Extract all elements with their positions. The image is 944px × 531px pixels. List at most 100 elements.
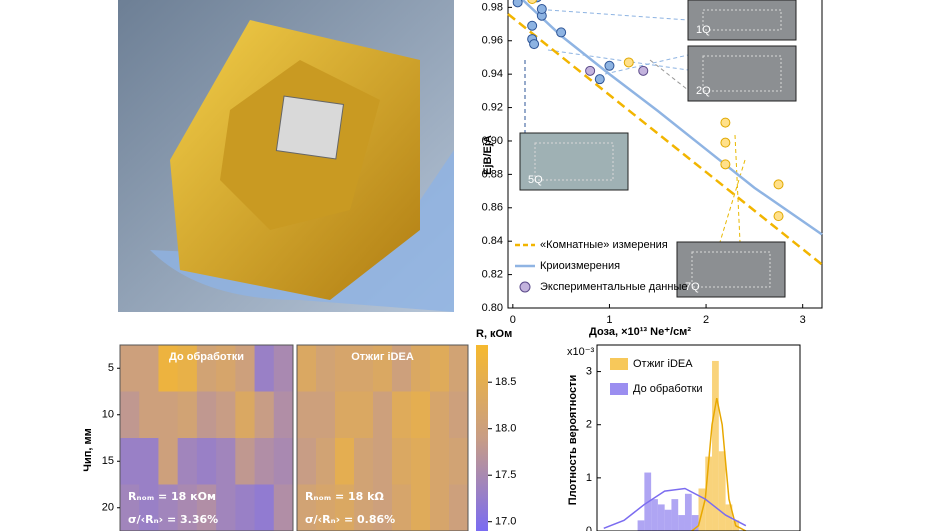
heatmap-cell xyxy=(411,391,431,439)
connector xyxy=(604,54,689,75)
y-tick-label: 0.96 xyxy=(482,35,503,47)
x-tick-label: 2 xyxy=(703,314,709,326)
connector xyxy=(547,9,689,21)
y-tick-label: 0.80 xyxy=(482,302,503,314)
y-tick-label: 2 xyxy=(586,419,592,431)
data-point xyxy=(585,65,596,76)
y-tick-label: 15 xyxy=(102,455,114,467)
heatmap-cell xyxy=(254,345,275,392)
heatmap-cell xyxy=(373,345,393,392)
heatmap-cell xyxy=(120,484,140,531)
heatmap-cell xyxy=(120,345,140,392)
connector xyxy=(734,134,741,243)
heatmap-cell xyxy=(392,484,412,531)
legend-swatch xyxy=(610,358,628,370)
histogram-bar xyxy=(705,456,713,531)
x-axis-label: Доза, ×10¹³ Ne⁺/см² xyxy=(589,326,691,338)
data-point xyxy=(623,57,634,68)
heatmap-cell xyxy=(158,438,179,485)
heatmap-cell xyxy=(449,484,469,531)
heatmap-cell xyxy=(297,391,317,439)
plot-frame xyxy=(507,0,823,309)
inset-label: 1Q xyxy=(696,24,711,36)
heatmap-cell xyxy=(373,391,393,439)
x-tick-label: 0 xyxy=(510,314,516,326)
heatmap-cell xyxy=(216,438,236,485)
data-point xyxy=(594,74,605,85)
histogram-bar xyxy=(637,520,645,531)
heatmap-cell xyxy=(235,484,256,531)
histogram-bar xyxy=(684,493,692,531)
heatmap-cell xyxy=(196,438,217,485)
data-point xyxy=(638,65,649,76)
colorbar-tick-label: 18.0 xyxy=(495,423,516,435)
heatmap-cell xyxy=(196,345,217,392)
y-axis-label: Плотность вероятности xyxy=(567,375,579,505)
heatmap-cell xyxy=(235,438,256,485)
inset-label: 7Q xyxy=(685,281,700,293)
histogram-bar xyxy=(712,360,719,531)
annotation: Rₙₒₘ = 18 kΩ xyxy=(305,490,384,503)
photo xyxy=(118,0,454,312)
heatmap-cell xyxy=(120,391,140,439)
data-point xyxy=(773,211,784,222)
heatmap-cell xyxy=(196,391,217,439)
annotation: Rₙₒₘ = 18 кОм xyxy=(128,490,216,503)
y-tick-label: 5 xyxy=(108,362,114,374)
heatmap-cell xyxy=(273,345,294,392)
inset-circuit xyxy=(691,251,771,288)
y-tick-label: 0 xyxy=(586,525,592,531)
inset-circuit xyxy=(702,9,782,31)
colorbar-tick-label: 17.0 xyxy=(495,516,516,528)
legend-label: Отжиг iDEA xyxy=(633,358,693,370)
data-point xyxy=(720,159,731,170)
y-tick-label: 0.84 xyxy=(482,235,503,247)
y-tick-label: 0.88 xyxy=(482,168,503,180)
data-point xyxy=(527,0,538,4)
data-point xyxy=(512,0,523,8)
annotation: σ/‹Rₙ› = 3.36% xyxy=(128,513,218,526)
legend-label: До обработки xyxy=(633,383,703,395)
legend-label: Криоизмерения xyxy=(540,260,620,272)
x-tick-label: 1 xyxy=(606,314,612,326)
heatmap-cell xyxy=(316,484,336,531)
heatmap-cell xyxy=(411,484,431,531)
colorbar-tick-label: 17.5 xyxy=(495,469,516,481)
heatmap-cell xyxy=(354,438,374,485)
panel-frame xyxy=(296,344,469,531)
annotation: σ/‹Rₙ› = 0.86% xyxy=(305,513,395,526)
heatmap-cell xyxy=(430,438,450,485)
heatmap-cell xyxy=(392,345,412,392)
y-axis-label: EjB/EjA xyxy=(482,135,494,175)
heatmap-cell xyxy=(254,484,275,531)
legend-swatch xyxy=(610,383,628,395)
y-tick-label: 0.94 xyxy=(482,68,503,80)
inset-image xyxy=(687,0,797,41)
colorbar-tick-label: 18.5 xyxy=(495,376,516,388)
colorbar-label: R, кОм xyxy=(476,328,512,340)
y-tick-label: 0.98 xyxy=(482,1,503,13)
inset-image xyxy=(676,241,786,298)
heatmap-cell xyxy=(139,345,159,392)
data-point xyxy=(604,60,615,71)
heatmap-cell xyxy=(297,438,317,485)
heatmap-cell xyxy=(120,438,140,485)
heatmap-cell xyxy=(316,345,336,392)
heatmap-cell xyxy=(139,391,159,439)
histogram-bar xyxy=(671,499,679,531)
plot-frame xyxy=(596,344,801,531)
y-tick-label: 10 xyxy=(102,409,114,421)
fit-curve xyxy=(691,397,747,531)
heatmap-cell xyxy=(273,438,294,485)
connector xyxy=(547,49,689,71)
legend-label: Экспериментальные данные xyxy=(540,281,687,293)
inset-label: 2Q xyxy=(696,85,711,97)
heatmap-cell xyxy=(177,484,198,531)
y-tick-label: 0.92 xyxy=(482,101,503,113)
line xyxy=(521,0,823,236)
heatmap-cell xyxy=(254,391,275,439)
heatmap-cell xyxy=(158,391,179,439)
heatmap-cell xyxy=(216,345,236,392)
legend-label: «Комнатные» измерения xyxy=(540,239,668,251)
